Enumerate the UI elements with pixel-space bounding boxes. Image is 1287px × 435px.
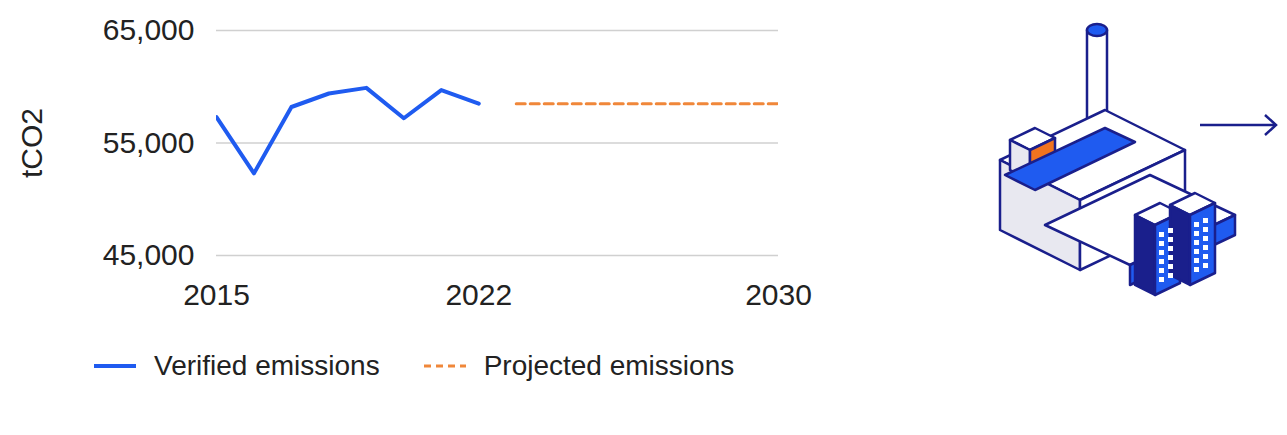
svg-text:55,000: 55,000 [103, 126, 195, 159]
svg-text:tCO2: tCO2 [15, 108, 48, 178]
svg-text:2015: 2015 [183, 278, 250, 311]
svg-text:65,000: 65,000 [103, 13, 195, 46]
svg-text:2022: 2022 [445, 278, 512, 311]
svg-text:45,000: 45,000 [103, 238, 195, 271]
html-text:Verified emissions: Verified emissions [154, 350, 380, 381]
html-text:Projected emissions: Projected emissions [483, 350, 735, 381]
svg-text:2030: 2030 [745, 278, 812, 311]
